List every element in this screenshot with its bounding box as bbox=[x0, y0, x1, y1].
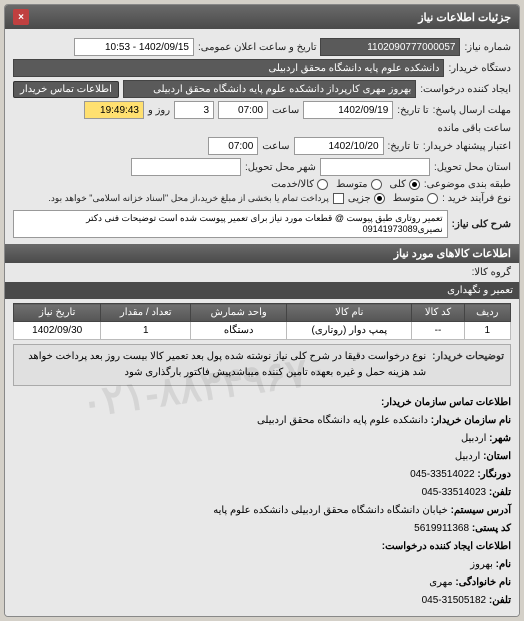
radio-process-mid[interactable] bbox=[427, 193, 438, 204]
close-icon[interactable]: × bbox=[13, 9, 29, 25]
saat-label-1: ساعت bbox=[272, 105, 299, 116]
contact-title: اطلاعات تماس سازمان خریدار: bbox=[381, 397, 511, 408]
goods-section-title: اطلاعات کالاهای مورد نیاز bbox=[5, 244, 519, 263]
creator-field: بهروز مهری کارپرداز دانشکده علوم پایه دا… bbox=[123, 80, 416, 98]
titlebar: جزئیات اطلاعات نیاز × bbox=[5, 5, 519, 29]
group-value: تعمیر و نگهداری bbox=[5, 282, 519, 299]
treasury-check[interactable] bbox=[333, 193, 344, 204]
th-qty: تعداد / مقدار bbox=[101, 304, 191, 322]
resp-date-field: 1402/09/19 bbox=[303, 101, 393, 119]
bracket-radios: کلی متوسط کالا/خدمت bbox=[271, 179, 420, 190]
td-name: پمپ دوار (روتاری) bbox=[287, 322, 412, 340]
saat-label-2: ساعت bbox=[262, 141, 289, 152]
city-field bbox=[131, 158, 241, 176]
process-label: نوع فرآیند خرید : bbox=[442, 193, 511, 204]
resp-label: مهلت ارسال پاسخ: bbox=[433, 105, 511, 116]
buyer-desc-block: توضیحات خریدار: نوع درخواست دقیقا در شرح… bbox=[13, 344, 511, 386]
th-date: تاریخ نیاز bbox=[14, 304, 101, 322]
reqno-label: شماره نیاز: bbox=[464, 42, 511, 53]
ta-label-1: تا تاریخ: bbox=[397, 105, 428, 116]
buyer-field: دانشکده علوم پایه دانشگاه محقق اردبیلی bbox=[13, 59, 444, 77]
city-label: شهر محل تحویل: bbox=[245, 162, 316, 173]
remaining-label: ساعت باقی مانده bbox=[438, 123, 511, 134]
need-text: تعمیر روتاری طبق پیوست @ قطعات مورد نیاز… bbox=[13, 210, 448, 238]
radio-bracket-mid[interactable] bbox=[371, 179, 382, 190]
th-unit: واحد شمارش bbox=[191, 304, 287, 322]
province-label: استان محل تحویل: bbox=[434, 162, 511, 173]
valid-date-field: 1402/10/20 bbox=[294, 137, 384, 155]
creator-label: ایجاد کننده درخواست: bbox=[420, 84, 511, 95]
buyer-label: دستگاه خریدار: bbox=[448, 63, 511, 74]
contact-buyer-button[interactable]: اطلاعات تماس خریدار bbox=[13, 81, 119, 98]
bracket-label: طبقه بندی موضوعی: bbox=[424, 179, 511, 190]
province-field bbox=[320, 158, 430, 176]
need-label: شرح کلی نیاز: bbox=[452, 219, 511, 230]
td-date: 1402/09/30 bbox=[14, 322, 101, 340]
desc-label: توضیحات خریدار: bbox=[432, 349, 504, 381]
valid-time-field: 07:00 bbox=[208, 137, 258, 155]
days-field: 3 bbox=[174, 101, 214, 119]
valid-label: اعتبار پیشنهاد خریدار: bbox=[423, 141, 511, 152]
th-row: ردیف bbox=[464, 304, 510, 322]
treasury-note: پرداخت تمام یا بخشی از مبلغ خرید،از محل … bbox=[48, 193, 328, 204]
group-label: گروه کالا: bbox=[472, 267, 511, 278]
goods-table: ردیف کد کالا نام کالا واحد شمارش تعداد /… bbox=[13, 303, 511, 340]
th-name: نام کالا bbox=[287, 304, 412, 322]
th-code: کد کالا bbox=[412, 304, 464, 322]
radio-bracket-item[interactable] bbox=[317, 179, 328, 190]
radio-bracket-all[interactable] bbox=[409, 179, 420, 190]
process-radios: متوسط جزیی bbox=[348, 193, 438, 204]
desc-text: نوع درخواست دقیقا در شرح کلی نیاز نوشته … bbox=[20, 349, 426, 381]
remaining-field: 19:49:43 bbox=[84, 101, 144, 119]
resp-time-field: 07:00 bbox=[218, 101, 268, 119]
reqno-field: 1102090777000057 bbox=[320, 38, 460, 56]
td-code: -- bbox=[412, 322, 464, 340]
pubdate-label: تاریخ و ساعت اعلان عمومی: bbox=[198, 42, 317, 53]
table-row: 1 -- پمپ دوار (روتاری) دستگاه 1 1402/09/… bbox=[14, 322, 511, 340]
radio-process-part[interactable] bbox=[374, 193, 385, 204]
creator-contact-title: اطلاعات ایجاد کننده درخواست: bbox=[382, 541, 511, 552]
table-header-row: ردیف کد کالا نام کالا واحد شمارش تعداد /… bbox=[14, 304, 511, 322]
roz-label: روز و bbox=[148, 105, 170, 116]
window-title: جزئیات اطلاعات نیاز bbox=[418, 11, 511, 24]
td-qty: 1 bbox=[101, 322, 191, 340]
pubdate-field: 1402/09/15 - 10:53 bbox=[74, 38, 194, 56]
need-info-window: جزئیات اطلاعات نیاز × شماره نیاز: 110209… bbox=[4, 4, 520, 617]
contact-block: اطلاعات تماس سازمان خریدار: نام سازمان خ… bbox=[13, 394, 511, 610]
td-unit: دستگاه bbox=[191, 322, 287, 340]
td-row: 1 bbox=[464, 322, 510, 340]
ta-label-2: تا تاریخ: bbox=[388, 141, 419, 152]
